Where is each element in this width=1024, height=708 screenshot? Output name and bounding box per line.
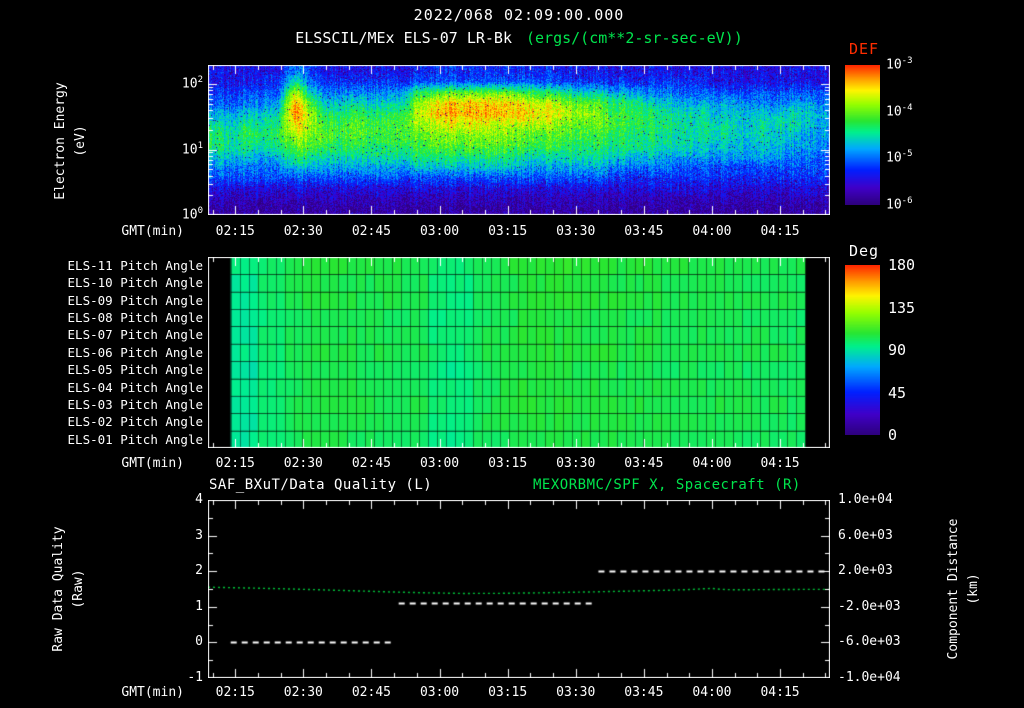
quality-series-title: SAF_BXuT/Data Quality (L) [209, 477, 433, 493]
distance-tick-label: 6.0e+03 [838, 527, 893, 543]
deg-colorbar-tick-label: 180 [888, 256, 916, 274]
pitch-row-label: ELS-06 Pitch Angle [67, 345, 203, 360]
plot-datetime-title: 2022/068 02:09:00.000 [413, 6, 625, 24]
spectrogram-y-axis-title-line2: (eV) [73, 125, 88, 157]
distance-y-axis-title: Component Distance (km) [944, 519, 984, 660]
gmt-axis-label: GMT(min) [121, 685, 184, 700]
time-tick-label: 03:30 [556, 456, 596, 471]
deg-colorbar-tick-label: 135 [888, 298, 916, 317]
time-tick-label: 03:30 [556, 224, 596, 239]
time-tick-label: 03:00 [419, 224, 460, 239]
distance-tick-label: -2.0e+03 [838, 598, 901, 614]
deg-colorbar [845, 265, 880, 435]
energy-tick-label: 101 [181, 140, 203, 157]
quality-tick-label: 3 [195, 527, 203, 543]
distance-y-axis-title-line1: Component Distance [945, 518, 961, 660]
quality-tick-label: 2 [195, 563, 203, 579]
def-colorbar-tick-label: 10-6 [886, 196, 913, 213]
pitch-row-label: ELS-10 Pitch Angle [67, 275, 203, 290]
electron-spectrogram-canvas [208, 65, 830, 215]
time-tick-label: 03:15 [488, 456, 528, 471]
time-tick-label: 04:00 [692, 224, 732, 239]
time-tick-label: 02:45 [351, 685, 391, 700]
instrument-title: ELSSCIL/MEx ELS-07 LR-Bk [295, 29, 512, 47]
pitch-row-label: ELS-03 Pitch Angle [67, 397, 203, 412]
pitch-row-label: ELS-02 Pitch Angle [67, 414, 203, 429]
quality-y-axis-title: Raw Data Quality (Raw) [49, 526, 89, 651]
time-tick-label: 03:00 [419, 685, 460, 700]
pitch-row-label: ELS-04 Pitch Angle [67, 380, 203, 395]
distance-tick-label: -6.0e+03 [838, 634, 901, 650]
pitch-row-label: ELS-01 Pitch Angle [67, 432, 203, 447]
time-tick-label: 02:45 [351, 456, 391, 471]
def-colorbar-title: DEF [849, 40, 880, 58]
quality-y-axis-title-line2: (Raw) [71, 569, 86, 609]
time-tick-label: 03:30 [556, 685, 596, 700]
energy-tick-label: 102 [181, 75, 203, 92]
time-tick-label: 02:30 [283, 224, 323, 239]
deg-colorbar-title: Deg [849, 242, 880, 260]
gmt-axis-label: GMT(min) [121, 456, 184, 471]
quality-tick-label: 1 [195, 598, 203, 614]
pitch-row-label: ELS-08 Pitch Angle [67, 310, 203, 325]
def-colorbar-tick-label: 10-5 [886, 149, 913, 166]
time-tick-label: 03:45 [624, 456, 664, 471]
deg-colorbar-tick-label: 45 [888, 383, 907, 402]
pitch-row-label: ELS-11 Pitch Angle [67, 258, 203, 273]
quality-y-axis-title-line1: Raw Data Quality [50, 526, 66, 652]
quality-tick-label: -1 [187, 670, 203, 685]
time-tick-label: 02:30 [283, 456, 323, 471]
pitch-row-label: ELS-07 Pitch Angle [67, 327, 203, 342]
distance-y-axis-title-line2: (km) [966, 573, 981, 605]
deg-colorbar-tick-label: 0 [888, 426, 898, 444]
spectrogram-y-axis-title: Electron Energy (eV) [51, 82, 91, 199]
plot-subtitle: ELSSCIL/MEx ELS-07 LR-Bk (ergs/(cm**2-sr-… [208, 29, 830, 47]
time-tick-label: 04:15 [760, 685, 800, 700]
time-tick-label: 03:15 [488, 224, 528, 239]
time-tick-label: 03:45 [624, 685, 664, 700]
quality-tick-label: 0 [195, 634, 203, 650]
def-colorbar-tick-label: 10-3 [886, 56, 913, 73]
time-tick-label: 04:00 [692, 456, 732, 471]
distance-series-title: MEXORBMC/SPF X, Spacecraft (R) [533, 477, 801, 493]
time-tick-label: 03:45 [624, 224, 664, 239]
time-tick-label: 04:15 [760, 224, 800, 239]
distance-tick-label: -1.0e+04 [838, 670, 901, 685]
time-tick-label: 02:15 [215, 456, 255, 471]
energy-tick-label: 100 [181, 206, 203, 223]
time-tick-label: 02:15 [215, 224, 255, 239]
time-tick-label: 04:00 [692, 685, 732, 700]
def-colorbar [845, 65, 880, 205]
pitch-row-label: ELS-05 Pitch Angle [67, 362, 203, 377]
time-tick-label: 02:30 [283, 685, 323, 700]
deg-colorbar-tick-label: 90 [888, 341, 907, 359]
time-tick-label: 03:00 [419, 456, 460, 471]
units-label: (ergs/(cm**2-sr-sec-eV)) [526, 29, 743, 47]
gmt-axis-label: GMT(min) [121, 224, 184, 239]
distance-tick-label: 1.0e+04 [838, 492, 893, 507]
pitch-angle-canvas [208, 257, 830, 448]
pitch-row-label: ELS-09 Pitch Angle [67, 293, 203, 308]
timeseries-canvas [208, 500, 830, 678]
time-tick-label: 02:45 [351, 224, 391, 239]
time-tick-label: 02:15 [215, 685, 255, 700]
time-tick-label: 03:15 [488, 685, 528, 700]
distance-tick-label: 2.0e+03 [838, 563, 893, 579]
time-tick-label: 04:15 [760, 456, 800, 471]
def-colorbar-tick-label: 10-4 [886, 102, 913, 119]
spectrogram-y-axis-title-line1: Electron Energy [52, 82, 68, 200]
quality-tick-label: 4 [195, 492, 203, 507]
